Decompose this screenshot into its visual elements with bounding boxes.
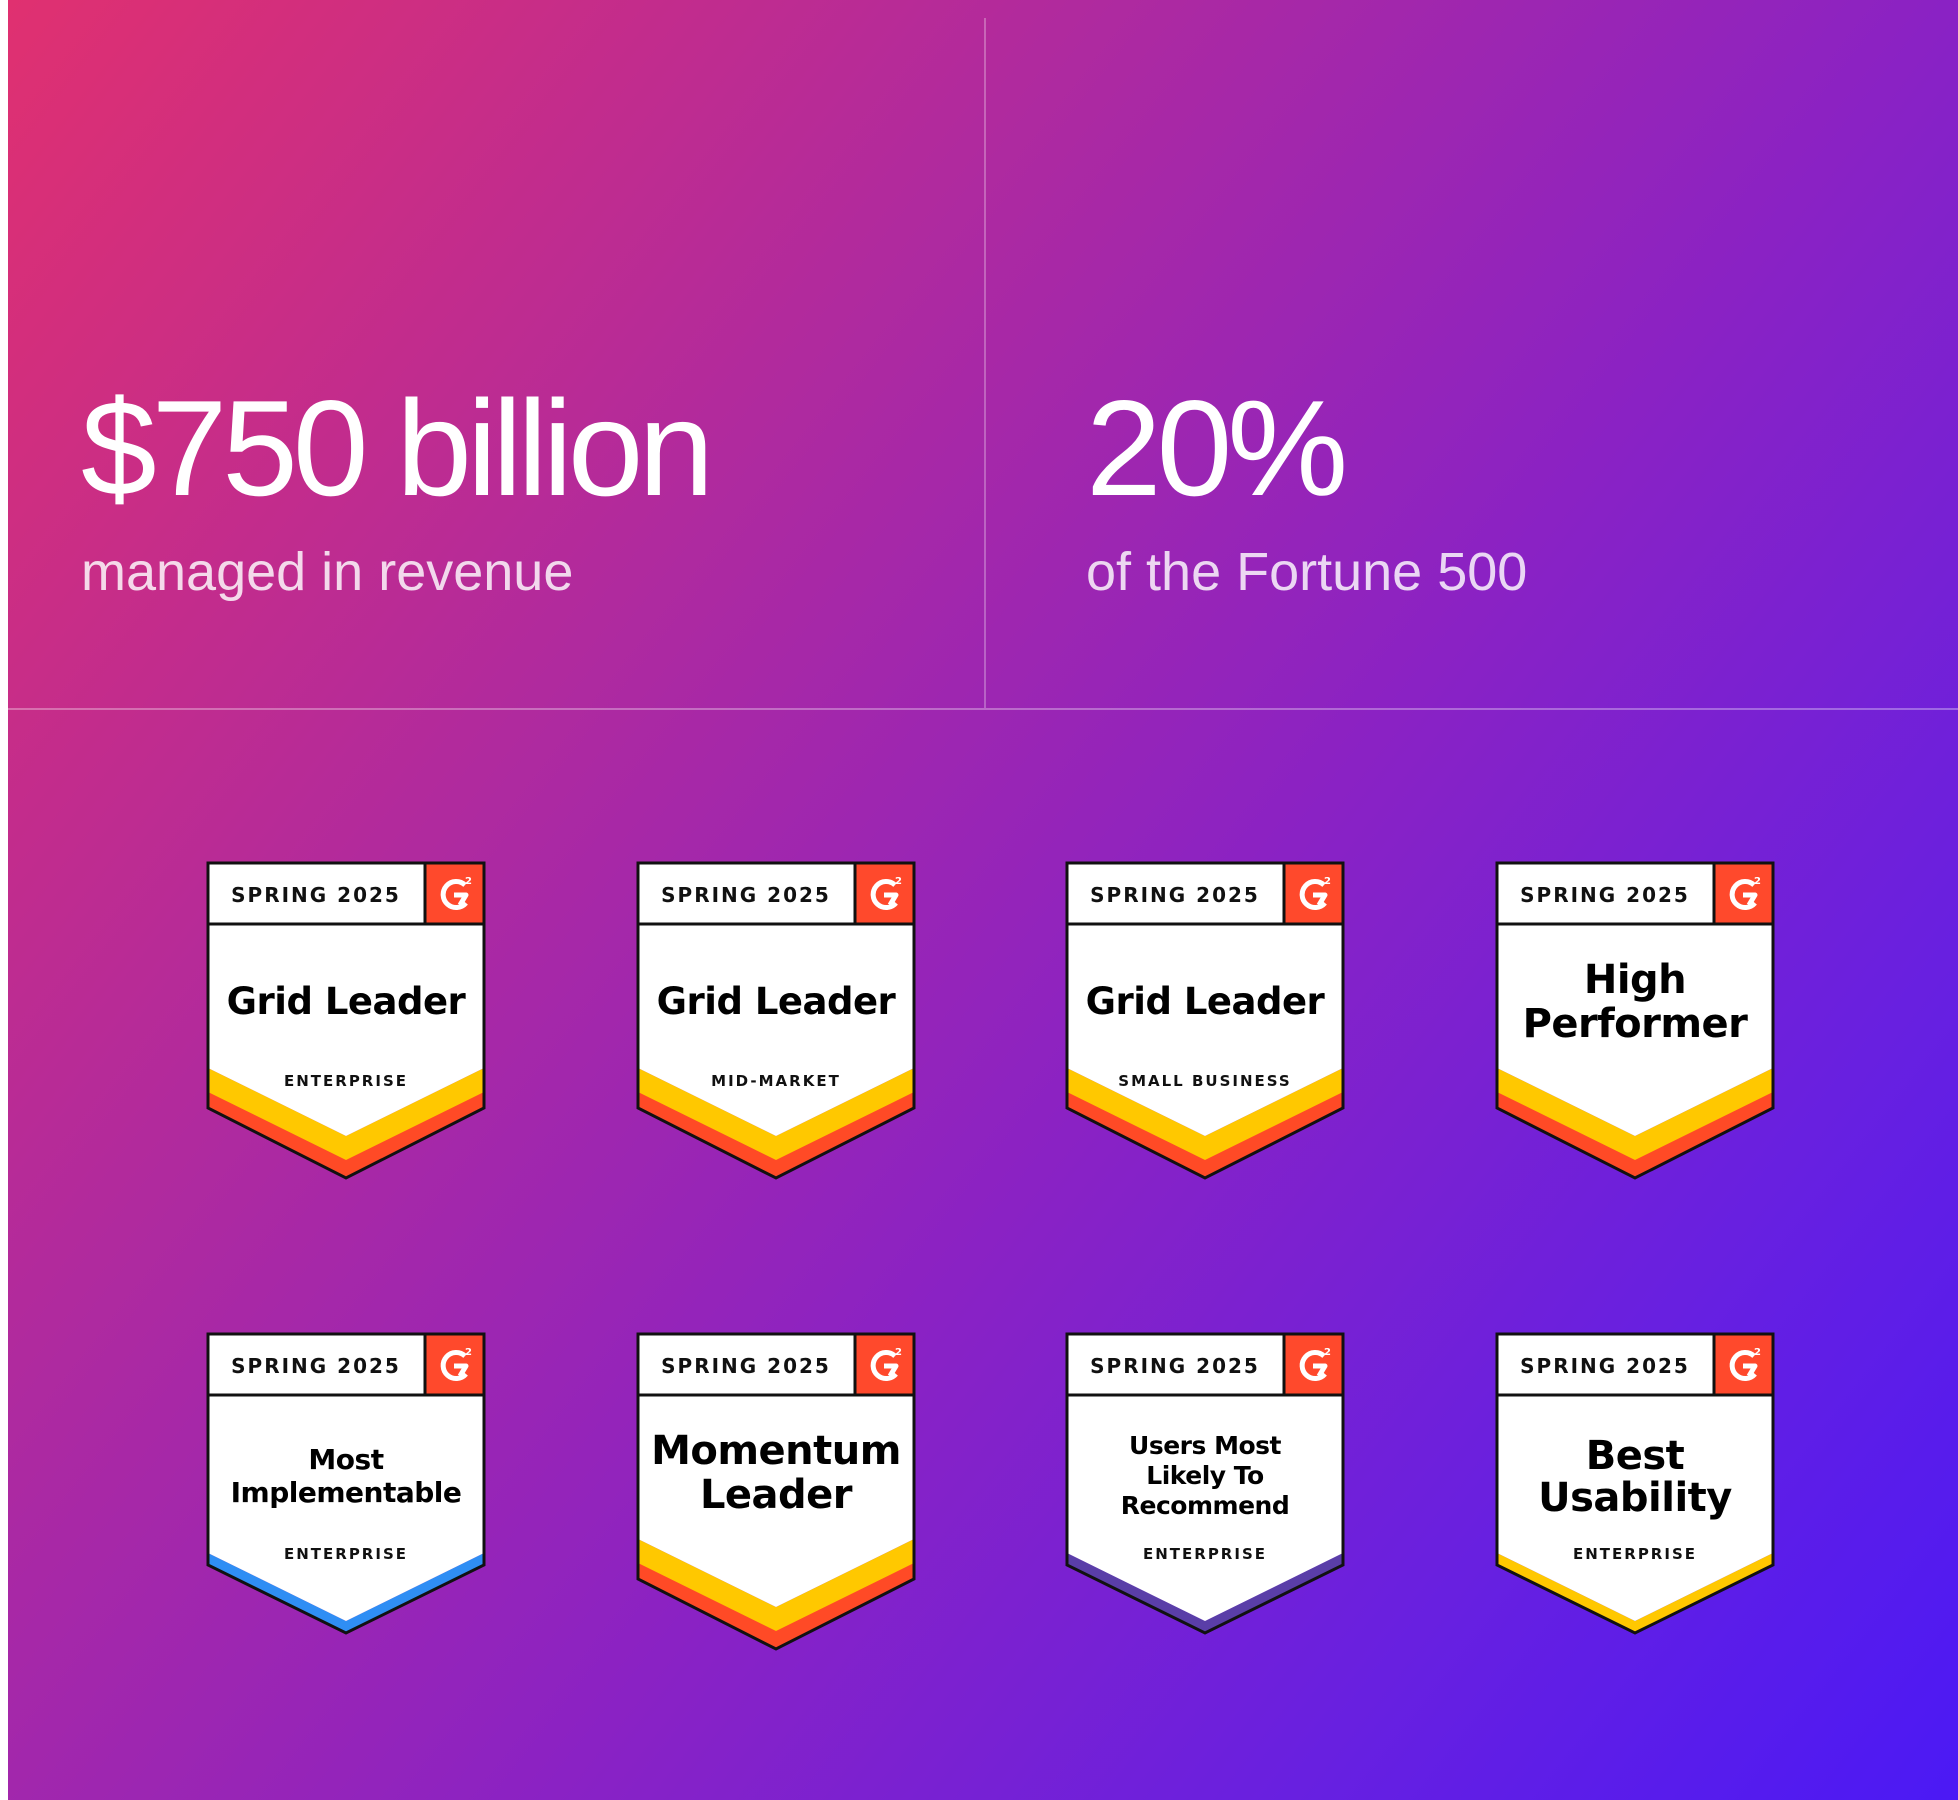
g2-logo-icon: 2 (426, 1335, 483, 1395)
g2-logo-icon: 2 (426, 864, 483, 924)
badge-season: SPRING 2025 (231, 882, 401, 907)
svg-text:2: 2 (465, 1347, 472, 1358)
g2-badge: SPRING 2025 2 High Performer (1495, 861, 1775, 1182)
stat-revenue: $750 billion managed in revenue (81, 372, 714, 602)
badge-shield (1065, 861, 1345, 1180)
stat-caption: of the Fortune 500 (1086, 542, 1528, 602)
badge-title: Grid Leader (656, 980, 896, 1023)
g2-logo-icon: 2 (1715, 864, 1772, 924)
g2-badge: SPRING 2025 2 Grid Leader MID-MARKET (636, 861, 916, 1182)
svg-text:2: 2 (895, 1347, 902, 1358)
badge-season: SPRING 2025 (1520, 1353, 1690, 1378)
badge-season: SPRING 2025 (661, 882, 831, 907)
g2-logo-icon: 2 (1285, 1335, 1342, 1395)
badge-segment: ENTERPRISE (283, 1072, 408, 1090)
badge-shield (1065, 1332, 1345, 1635)
svg-text:2: 2 (1754, 1347, 1761, 1358)
g2-badge: SPRING 2025 2 Most Implementable ENTERPRI… (206, 1332, 486, 1653)
g2-logo-icon: 2 (1715, 1335, 1772, 1395)
badge-segment: SMALL BUSINESS (1118, 1072, 1292, 1090)
g2-badge: SPRING 2025 2 Momentum Leader (636, 1332, 916, 1653)
g2-badge: SPRING 2025 2 Grid Leader SMALL BUSINESS (1065, 861, 1345, 1182)
stat-fortune-500: 20% of the Fortune 500 (1086, 378, 1527, 602)
badge-title: Most Implementable (230, 1443, 462, 1509)
badge-title: High Performer (1522, 957, 1748, 1047)
svg-text:2: 2 (1324, 1347, 1331, 1358)
badge-shield (636, 1332, 916, 1651)
g2-logo-icon: 2 (1285, 864, 1342, 924)
badge-title: Best Usability (1538, 1433, 1732, 1521)
badge-title: Grid Leader (226, 980, 466, 1023)
badge-segment: MID-MARKET (711, 1072, 841, 1090)
badge-shield (206, 1332, 486, 1635)
stat-value: $750 billion (81, 372, 714, 524)
badge-shield (636, 861, 916, 1180)
badge-title: Momentum Leader (651, 1428, 901, 1518)
stats-panel: $750 billion managed in revenue 20% of t… (8, 0, 1958, 1800)
svg-text:2: 2 (895, 876, 902, 887)
badge-shield (1495, 861, 1775, 1180)
g2-badge: SPRING 2025 2 Grid Leader ENTERPRISE (206, 861, 486, 1182)
badge-title: Grid Leader (1085, 980, 1325, 1023)
badge-segment: ENTERPRISE (1572, 1545, 1697, 1563)
g2-logo-icon: 2 (856, 1335, 913, 1395)
g2-logo-icon: 2 (856, 864, 913, 924)
badge-season: SPRING 2025 (1090, 882, 1260, 907)
stat-value: 20% (1086, 372, 1348, 524)
badge-segment: ENTERPRISE (1142, 1545, 1267, 1563)
badge-season: SPRING 2025 (1090, 1353, 1260, 1378)
svg-text:2: 2 (1754, 876, 1761, 887)
badge-shield (206, 861, 486, 1180)
badge-season: SPRING 2025 (231, 1353, 401, 1378)
badge-title: Users Most Likely To Recommend (1120, 1431, 1290, 1520)
badge-season: SPRING 2025 (1520, 882, 1690, 907)
svg-text:2: 2 (465, 876, 472, 887)
badge-segment: ENTERPRISE (283, 1545, 408, 1563)
g2-badge: SPRING 2025 2 Users Most Likely To Recom… (1065, 1332, 1345, 1653)
stat-caption: managed in revenue (81, 542, 574, 602)
horizontal-divider (8, 708, 1958, 710)
g2-badge: SPRING 2025 2 Best Usability ENTERPRISE (1495, 1332, 1775, 1653)
badge-season: SPRING 2025 (661, 1353, 831, 1378)
svg-text:2: 2 (1324, 876, 1331, 887)
vertical-divider (984, 18, 986, 708)
